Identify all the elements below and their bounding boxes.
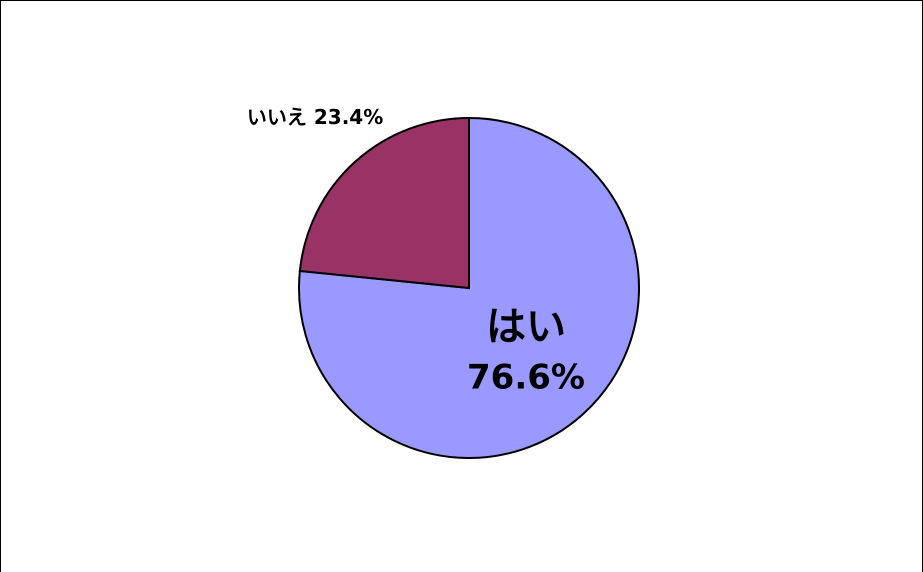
slice-name: いいえ	[247, 104, 307, 128]
slice-value: 23.4%	[314, 104, 383, 128]
slice-label: はい	[486, 304, 566, 350]
slice-label: いいえ 23.4%	[247, 104, 383, 128]
pie-slice	[298, 116, 470, 290]
slice-value: 76.6%	[467, 358, 585, 398]
